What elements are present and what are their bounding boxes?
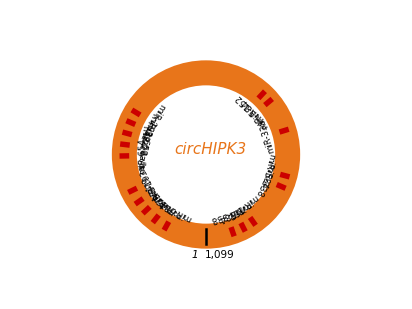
Bar — [263, 97, 274, 107]
Bar — [120, 141, 130, 148]
Text: miR-193a: miR-193a — [137, 102, 166, 142]
Text: miR-584: miR-584 — [240, 97, 270, 130]
Text: 1,099: 1,099 — [205, 250, 234, 260]
Bar — [141, 205, 152, 215]
Text: miR-338: miR-338 — [208, 205, 245, 225]
Text: circHIPK3: circHIPK3 — [174, 142, 247, 158]
Text: miR-584: miR-584 — [217, 199, 253, 223]
Bar — [248, 216, 258, 227]
Bar — [239, 222, 248, 233]
Bar — [131, 108, 142, 117]
Text: miR-584: miR-584 — [157, 197, 193, 223]
Text: miR-654: miR-654 — [136, 120, 154, 157]
Text: miR-584: miR-584 — [144, 182, 175, 214]
Text: miR-152: miR-152 — [225, 193, 260, 221]
Text: miR-338: miR-338 — [253, 161, 276, 198]
Bar — [133, 196, 145, 206]
Bar — [122, 129, 133, 137]
Bar — [279, 127, 290, 135]
Text: miR-193a: miR-193a — [136, 162, 162, 203]
Bar — [228, 226, 237, 237]
Text: miR-338: miR-338 — [257, 117, 276, 154]
Text: miR-152: miR-152 — [233, 92, 266, 124]
Bar — [127, 186, 138, 195]
Text: miR-124: miR-124 — [150, 190, 184, 219]
Bar — [162, 220, 171, 231]
Bar — [151, 214, 161, 224]
Text: miR-379: miR-379 — [140, 174, 168, 208]
Text: 1: 1 — [191, 250, 198, 260]
Text: miR-584: miR-584 — [258, 152, 276, 189]
Text: miR-654: miR-654 — [138, 138, 147, 174]
Text: miR-124: miR-124 — [136, 111, 159, 148]
Text: miR-29a/b: miR-29a/b — [136, 125, 150, 169]
Bar — [256, 89, 267, 100]
Bar — [276, 182, 287, 191]
Bar — [279, 172, 290, 180]
Bar — [125, 118, 136, 127]
Bar — [119, 153, 129, 159]
